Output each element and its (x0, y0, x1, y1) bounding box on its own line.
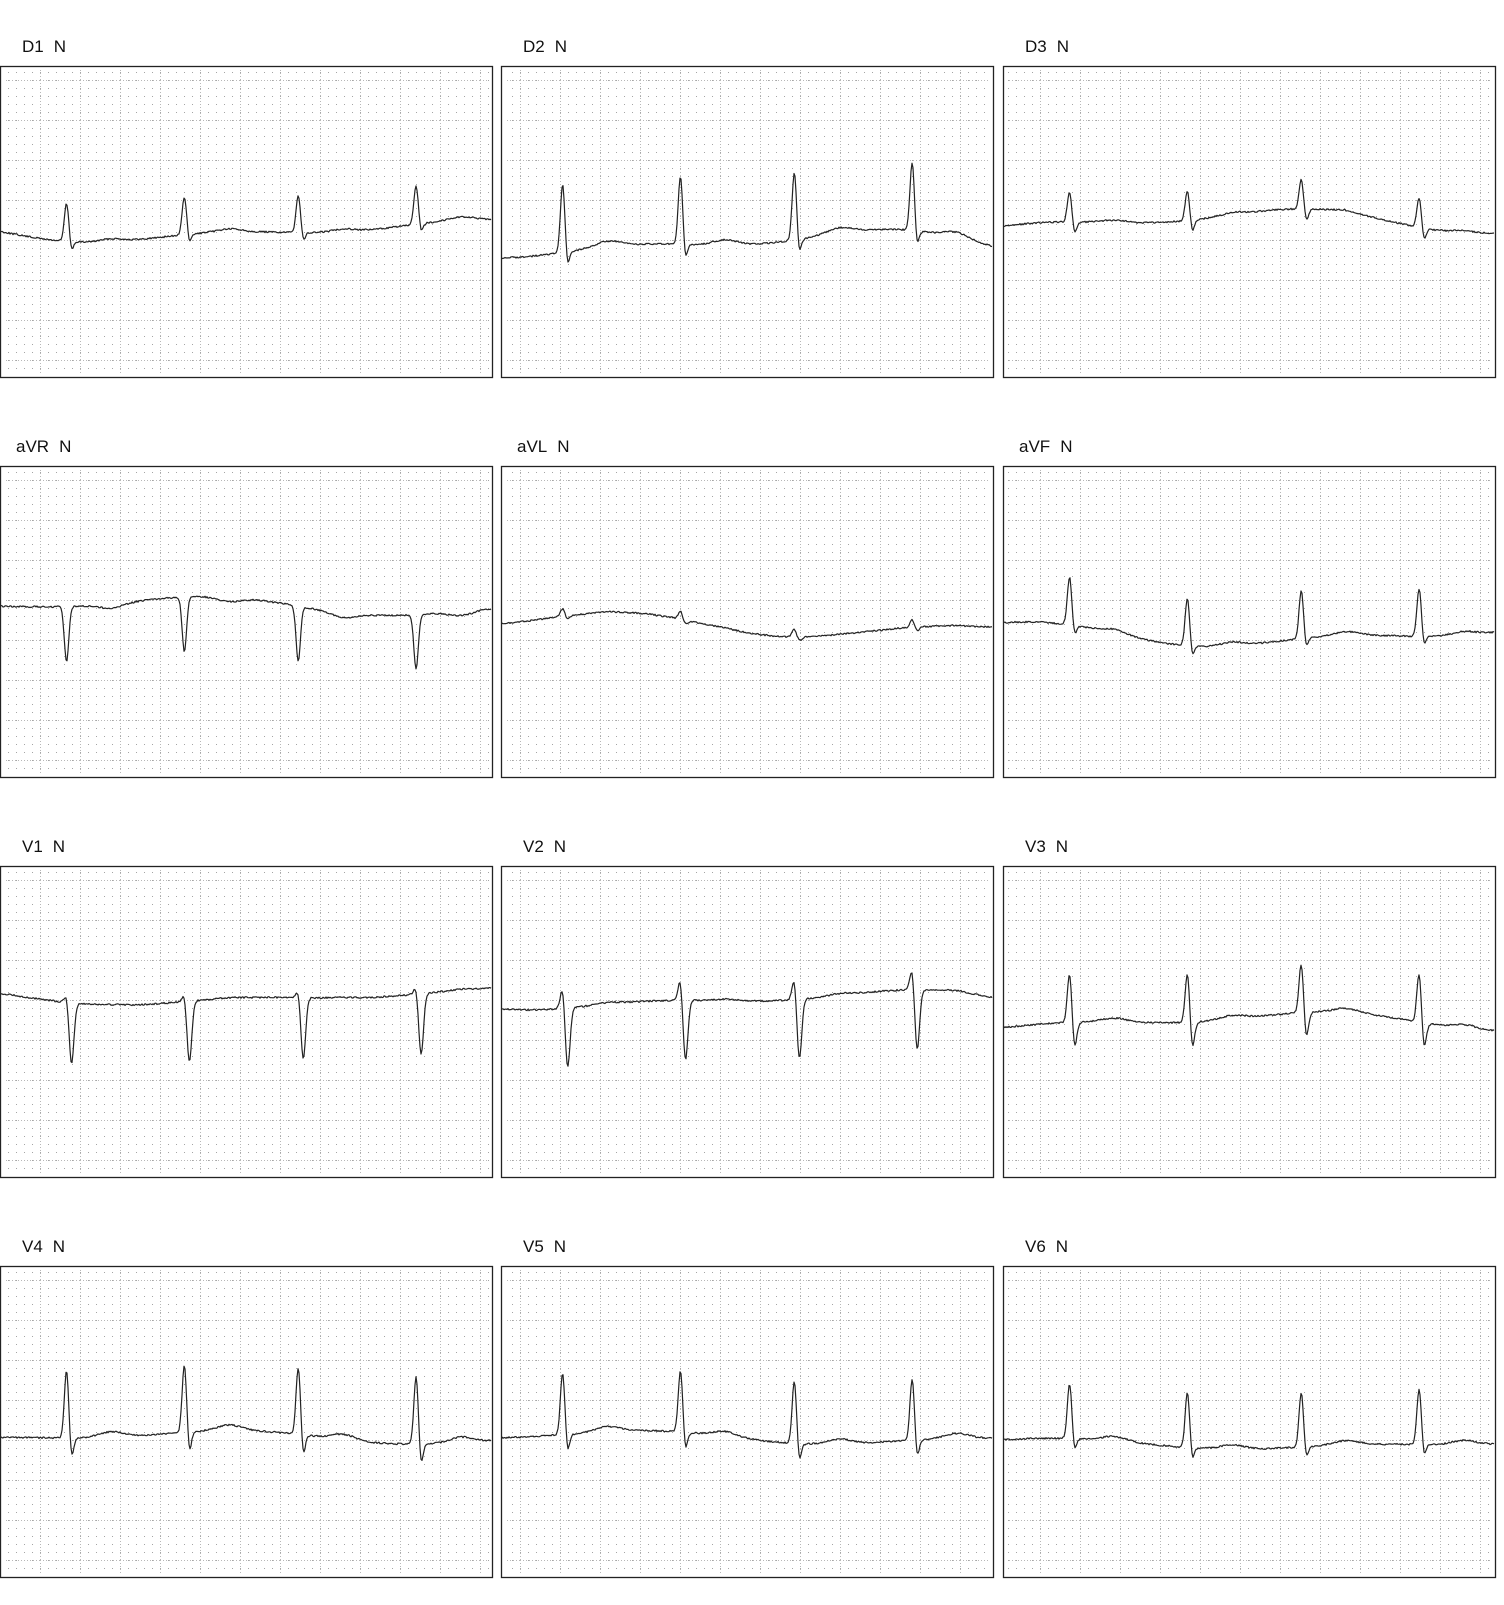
grid-major (4, 1270, 489, 1574)
lead-status: N (554, 1237, 566, 1256)
grid-major (4, 870, 489, 1174)
grid-major (505, 70, 990, 374)
lead-status: N (1056, 1237, 1068, 1256)
grid-major (1007, 1270, 1492, 1574)
ecg-trace (1003, 1384, 1495, 1458)
lead-label: V5 N (523, 1237, 566, 1256)
lead-status: N (555, 37, 567, 56)
lead-name: D3 (1025, 37, 1047, 56)
lead-name: V2 (523, 837, 544, 856)
lead-status: N (54, 37, 66, 56)
ecg-trace (0, 185, 492, 249)
panel-frame (1002, 1265, 1497, 1579)
panel-frame (500, 1265, 995, 1579)
lead-panel: aVL N (500, 437, 995, 779)
lead-panel: V2 N (500, 837, 995, 1179)
lead-label: V6 N (1025, 1237, 1068, 1256)
grid-major (505, 470, 990, 774)
panel-frame (1002, 865, 1497, 1179)
lead-panel: D3 N (1002, 37, 1497, 379)
ecg-trace (1003, 964, 1495, 1047)
lead-label: aVL N (517, 437, 570, 456)
lead-status: N (1056, 837, 1068, 856)
lead-panel: V6 N (1002, 1237, 1497, 1579)
ecg-trace (1, 987, 492, 1064)
lead-panel: aVF N (1002, 437, 1497, 779)
ecg-trace (501, 162, 993, 263)
ecg-trace (0, 595, 492, 670)
lead-name: aVL (517, 437, 547, 456)
lead-status: N (1057, 37, 1069, 56)
ecg-trace (1003, 577, 1495, 655)
lead-label: D2 N (523, 37, 567, 56)
grid-major (1007, 470, 1492, 774)
ecg-trace (0, 1365, 492, 1461)
lead-status: N (53, 837, 65, 856)
ecg-trace (501, 972, 993, 1067)
lead-status: N (59, 437, 71, 456)
lead-label: D1 N (22, 37, 66, 56)
lead-label: V4 N (22, 1237, 65, 1256)
lead-panel: V5 N (500, 1237, 995, 1579)
grid-major (505, 870, 990, 1174)
lead-label: aVR N (16, 437, 71, 456)
lead-panel: V1 N (0, 837, 494, 1179)
ecg-trace (501, 607, 993, 641)
lead-name: V1 (22, 837, 43, 856)
panel-frame (0, 465, 494, 779)
ecg-trace (501, 1371, 993, 1459)
grid-major (4, 470, 489, 774)
lead-status: N (557, 437, 569, 456)
panel-frame (500, 65, 995, 379)
lead-name: D2 (523, 37, 545, 56)
lead-label: V1 N (22, 837, 65, 856)
grid-major (505, 1270, 990, 1574)
panel-frame (500, 465, 995, 779)
panel-frame (500, 865, 995, 1179)
lead-name: V6 (1025, 1237, 1046, 1256)
lead-panel: D2 N (500, 37, 995, 379)
lead-panel: D1 N (0, 37, 494, 379)
lead-label: aVF N (1019, 437, 1072, 456)
lead-label: D3 N (1025, 37, 1069, 56)
grid-major (1007, 870, 1492, 1174)
lead-name: aVR (16, 437, 49, 456)
lead-status: N (53, 1237, 65, 1256)
lead-name: V5 (523, 1237, 544, 1256)
panel-frame (0, 1265, 494, 1579)
lead-panel: aVR N (0, 437, 494, 779)
lead-label: V3 N (1025, 837, 1068, 856)
lead-panel: V4 N (0, 1237, 494, 1579)
panel-frame (1002, 465, 1497, 779)
grid-major (4, 70, 489, 374)
lead-panel: V3 N (1002, 837, 1497, 1179)
lead-name: aVF (1019, 437, 1050, 456)
lead-name: V4 (22, 1237, 43, 1256)
lead-name: V3 (1025, 837, 1046, 856)
grid-major (1007, 70, 1492, 374)
panel-frame (1002, 65, 1497, 379)
lead-status: N (554, 837, 566, 856)
lead-status: N (1060, 437, 1072, 456)
panel-frame (0, 865, 494, 1179)
lead-label: V2 N (523, 837, 566, 856)
lead-name: D1 (22, 37, 44, 56)
ecg-trace (1003, 178, 1495, 239)
panel-frame (0, 65, 494, 379)
